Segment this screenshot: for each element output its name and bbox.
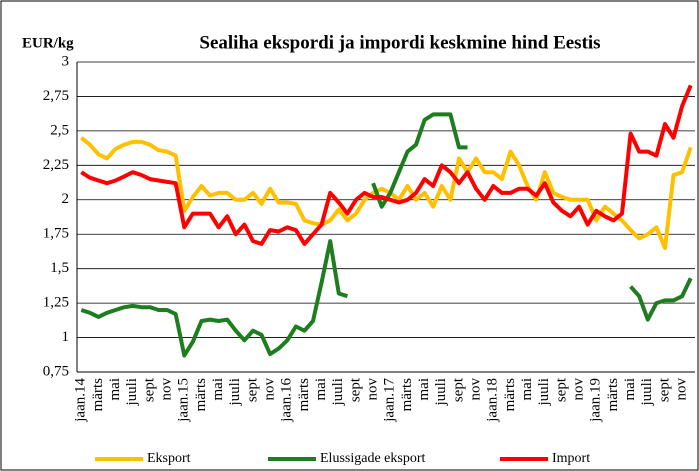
x-tick-label: märts: [90, 378, 106, 411]
x-tick-label: jaan.17: [382, 378, 398, 423]
x-tick-label: juuli: [536, 378, 552, 407]
legend-label: Import: [552, 451, 590, 466]
x-tick-label: märts: [399, 378, 415, 411]
series-line: [80, 112, 693, 358]
y-tick-label: 2,5: [50, 122, 69, 138]
x-tick-label: juuli: [330, 378, 346, 407]
legend-label: Elussigade eksport: [320, 451, 425, 466]
x-tick-label: märts: [605, 378, 621, 411]
y-tick-label: 1,75: [43, 226, 69, 242]
x-tick-label: juuli: [124, 378, 140, 407]
y-axis-label: EUR/kg: [22, 35, 74, 51]
x-tick-label: nov: [159, 378, 175, 401]
x-tick-label: sept: [347, 377, 363, 402]
legend-label: Eksport: [147, 451, 191, 466]
series-line: [80, 84, 693, 246]
x-tick-label: jaan.15: [176, 378, 192, 423]
x-tick-label: märts: [193, 378, 209, 411]
x-tick-label: mai: [313, 378, 329, 401]
x-tick-label: nov: [365, 378, 381, 401]
x-tick-label: jaan.19: [588, 378, 604, 423]
x-tick-label: mai: [416, 378, 432, 401]
x-tick-label: juuli: [433, 378, 449, 407]
x-tick-label: mai: [622, 378, 638, 401]
x-tick-label: sept: [553, 377, 569, 402]
series-line: [80, 136, 693, 250]
y-tick-label: 0,75: [43, 363, 69, 379]
x-tick-label: mai: [107, 378, 123, 401]
x-tick-label: juuli: [639, 378, 655, 407]
x-tick-label: märts: [502, 378, 518, 411]
y-tick-label: 1,5: [50, 260, 69, 276]
y-tick-label: 2,25: [43, 157, 69, 173]
y-tick-label: 1: [62, 329, 70, 345]
y-tick-label: 2,75: [43, 88, 69, 104]
x-tick-label: sept: [244, 377, 260, 402]
y-tick-label: 1,25: [43, 295, 69, 311]
x-tick-label: nov: [262, 378, 278, 401]
y-tick-label: 3: [62, 53, 70, 69]
x-tick-label: sept: [141, 377, 157, 402]
x-tick-label: jaan.14: [73, 378, 89, 423]
x-tick-label: nov: [468, 378, 484, 401]
x-tick-label: nov: [674, 378, 690, 401]
y-tick-label: 2: [62, 191, 70, 207]
x-tick-label: märts: [296, 378, 312, 411]
x-tick-label: juuli: [227, 378, 243, 407]
x-tick-label: jaan.16: [279, 378, 295, 423]
x-tick-label: mai: [210, 378, 226, 401]
x-tick-label: jaan.18: [485, 378, 501, 423]
x-tick-label: mai: [519, 378, 535, 401]
chart-title: Sealiha ekspordi ja impordi keskmine hin…: [199, 32, 600, 53]
x-tick-label: sept: [450, 377, 466, 402]
x-tick-label: nov: [571, 378, 587, 401]
x-tick-label: sept: [656, 377, 672, 402]
